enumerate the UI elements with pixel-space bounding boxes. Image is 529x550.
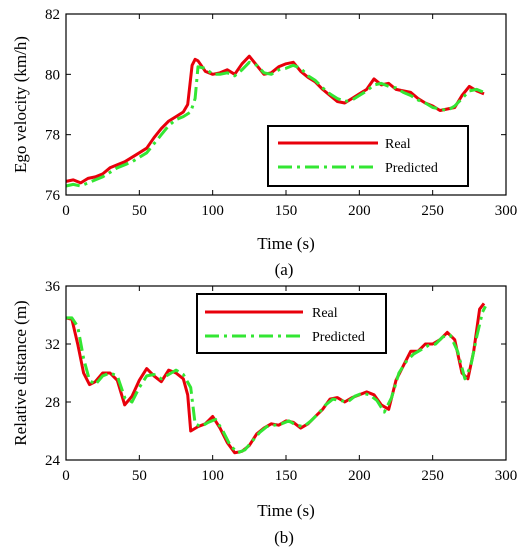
distance-chart: 0 50 100 150 200 250 300 24 28 32 36 Time (s) Rela… <box>11 279 517 547</box>
distance-y-tick-label: 24 <box>45 453 61 469</box>
velocity-y-tick-label: 78 <box>45 128 60 144</box>
distance-x-axis-label: Time (s) <box>257 501 314 520</box>
velocity-x-tick-label: 50 <box>132 203 147 219</box>
velocity-y-tick-label: 76 <box>45 188 61 204</box>
distance-x-tick-label: 0 <box>62 468 70 484</box>
distance-series-group <box>65 302 487 455</box>
velocity-x-tick-label: 250 <box>421 203 444 219</box>
velocity-x-tick-label: 150 <box>275 203 298 219</box>
distance-ticks: 0 50 100 150 200 250 300 24 28 32 36 <box>45 279 517 484</box>
distance-plot-frame <box>65 285 507 461</box>
velocity-y-axis-label: Ego velocity (km/h) <box>11 36 30 173</box>
distance-legend: Real Predicted <box>196 293 387 354</box>
distance-x-tick-label: 200 <box>348 468 371 484</box>
distance-x-tick-label: 100 <box>201 468 224 484</box>
velocity-legend: Real Predicted <box>267 125 469 187</box>
distance-x-tick-label: 300 <box>495 468 518 484</box>
velocity-series-group <box>65 54 485 188</box>
distance-panel-label: (b) <box>274 528 294 547</box>
distance-y-tick-label: 32 <box>45 337 60 353</box>
distance-legend-predicted-label: Predicted <box>312 330 365 345</box>
distance-legend-box <box>196 293 387 354</box>
velocity-series-predicted-line <box>65 60 485 188</box>
velocity-legend-predicted-label: Predicted <box>385 161 438 176</box>
velocity-plot-frame <box>65 13 507 196</box>
velocity-panel-label: (a) <box>275 260 294 279</box>
distance-y-tick-label: 36 <box>45 279 61 295</box>
velocity-x-tick-label: 300 <box>495 203 518 219</box>
distance-y-axis-label: Relative distance (m) <box>11 300 30 445</box>
velocity-legend-box <box>267 125 469 187</box>
velocity-chart: 0 50 100 150 200 250 300 76 78 80 82 Time (s) Ego … <box>11 7 517 279</box>
velocity-x-axis-label: Time (s) <box>257 234 314 253</box>
velocity-y-tick-label: 82 <box>45 7 60 23</box>
distance-series-predicted-line <box>66 305 487 455</box>
distance-x-tick-label: 150 <box>275 468 298 484</box>
velocity-y-tick-label: 80 <box>45 67 60 83</box>
distance-y-tick-label: 28 <box>45 395 60 411</box>
velocity-x-tick-label: 100 <box>201 203 224 219</box>
velocity-legend-real-label: Real <box>385 137 411 152</box>
distance-x-tick-label: 50 <box>132 468 147 484</box>
velocity-x-tick-label: 200 <box>348 203 371 219</box>
velocity-x-tick-label: 0 <box>62 203 70 219</box>
distance-legend-real-label: Real <box>312 306 338 321</box>
distance-x-tick-label: 250 <box>421 468 444 484</box>
